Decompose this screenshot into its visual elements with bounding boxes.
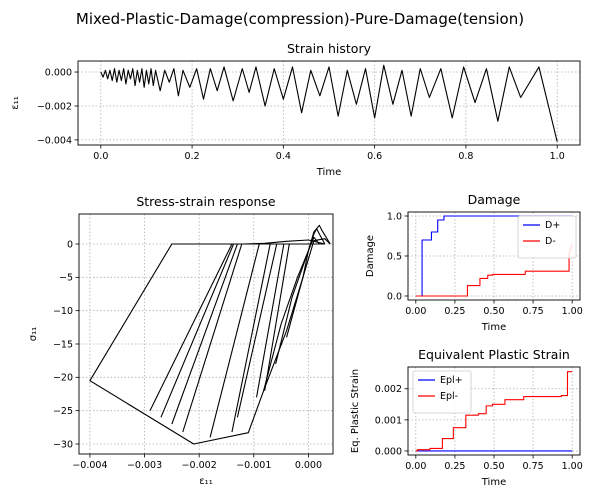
epl-legend: Epl+ Epl- (412, 370, 472, 414)
stress-series-7 (236, 243, 278, 418)
damage-legend-label: D+ (545, 220, 560, 231)
strain-xtick-label: 0.6 (367, 151, 382, 162)
stress-series-13 (242, 239, 325, 245)
strain-xlabel: Time (316, 167, 341, 178)
damage-ytick-label: 0.5 (387, 251, 402, 262)
stress-series-4 (182, 243, 243, 433)
damage-xtick-label: 0.25 (444, 306, 465, 317)
damage-xtick-label: 0.50 (483, 306, 504, 317)
stress-xtick-label: −0.002 (182, 460, 217, 471)
damage-xtick-label: 0.75 (523, 306, 544, 317)
epl-xtick-label: 0.50 (483, 461, 504, 472)
damage-xlabel: Time (481, 322, 506, 333)
stress-ytick-label: −15 (53, 339, 73, 350)
plots-group: 0.0 0.2 0.4 0.6 0.8 1.0−0.004−0.0020.000Strai… (10, 41, 583, 488)
strain-title: Strain history (287, 41, 372, 56)
epl-xtick-label: 0.00 (405, 461, 426, 472)
strain-ytick-label: 0.000 (45, 67, 72, 78)
stress-ytick-label: −20 (53, 373, 73, 384)
damage-series-d- (415, 215, 573, 297)
damage-xtick-label: 0.00 (405, 306, 426, 317)
stress-series-0 (89, 238, 331, 445)
damage-ytick-label: 1.0 (387, 211, 402, 222)
epl-xtick-label: 0.25 (444, 461, 465, 472)
epl-ytick-label: 0.001 (375, 415, 402, 426)
epl-legend-label: Epl- (440, 391, 458, 402)
epl-title: Equivalent Plastic Strain (418, 347, 570, 362)
stress-xtick-label: −0.004 (72, 460, 107, 471)
figure-suptitle: Mixed-Plastic-Damage(compression)-Pure-D… (76, 10, 524, 28)
stress-xtick-label: −0.003 (127, 460, 162, 471)
stress-ylabel: σ₁₁ (28, 327, 39, 341)
damage-ytick-label: 0.0 (387, 291, 402, 302)
strain-xtick-label: 1.0 (550, 151, 565, 162)
stress-ytick-label: −25 (53, 406, 73, 417)
stress-series-3 (171, 243, 238, 425)
epl-chart: 0.00 0.25 0.50 0.75 1.00 0.000 0.001 0.002 Equiv… (350, 347, 583, 488)
stress-xtick-label: 0.000 (295, 460, 322, 471)
stress-ytick-label: −30 (53, 439, 73, 450)
stress-series-2 (160, 243, 235, 418)
stress-series-6 (231, 243, 271, 433)
epl-ylabel: Eq. Plastic Strain (350, 369, 361, 453)
strain-ytick-label: −0.004 (37, 135, 72, 146)
epl-ytick-label: 0.000 (375, 446, 402, 457)
stress-series-8 (255, 243, 285, 398)
stress-axes-frame (78, 213, 334, 455)
strain-chart: 0.0 0.2 0.4 0.6 0.8 1.0 −0.004 −0.002 0.000 Strai… (10, 41, 581, 178)
strain-series-0 (100, 64, 558, 142)
stress-ytick-label: −5 (59, 273, 73, 284)
stress-series-1 (149, 243, 233, 411)
damage-title: Damage (468, 192, 521, 207)
stress-series-12 (286, 236, 320, 338)
epl-xlabel: Time (481, 477, 506, 488)
epl-legend-box (412, 370, 472, 414)
stress-series-11 (275, 228, 326, 365)
strain-xtick-label: 0.0 (93, 151, 108, 162)
stress-title: Stress-strain response (136, 194, 276, 209)
epl-xtick-label: 1.00 (562, 461, 583, 472)
strain-axes-frame (77, 60, 581, 146)
strain-ylabel: ε₁₁ (10, 96, 21, 109)
damage-legend: D+ D- (517, 215, 577, 259)
epl-xtick-label: 0.75 (523, 461, 544, 472)
damage-xtick-label: 1.00 (562, 306, 583, 317)
strain-xtick-label: 0.2 (185, 151, 200, 162)
stress-xtick-label: −0.001 (236, 460, 271, 471)
damage-chart: 0.00 0.25 0.50 0.75 1.00 0.0 0.5 1.0 Damage Time D… (365, 192, 583, 333)
damage-ylabel: Damage (365, 235, 376, 277)
stress-xlabel: ε₁₁ (199, 476, 212, 487)
stress-ytick-label: −10 (53, 306, 73, 317)
epl-legend-label: Epl+ (440, 375, 463, 386)
strain-xtick-label: 0.8 (458, 151, 473, 162)
strain-xtick-label: 0.4 (276, 151, 291, 162)
stress-ytick-label: 0 (67, 239, 73, 250)
epl-series-epl- (415, 371, 573, 452)
stress-chart: −0.004 −0.003 −0.002 −0.001 0.000 −30 −25 −20 −1… (28, 194, 334, 487)
stress-series-5 (209, 243, 260, 438)
epl-ytick-label: 0.002 (375, 384, 402, 395)
damage-series-d- (415, 243, 573, 297)
stress-series-9 (264, 243, 290, 391)
strain-ytick-label: −0.002 (37, 101, 72, 112)
damage-legend-box (517, 215, 577, 259)
damage-legend-label: D- (545, 236, 556, 247)
